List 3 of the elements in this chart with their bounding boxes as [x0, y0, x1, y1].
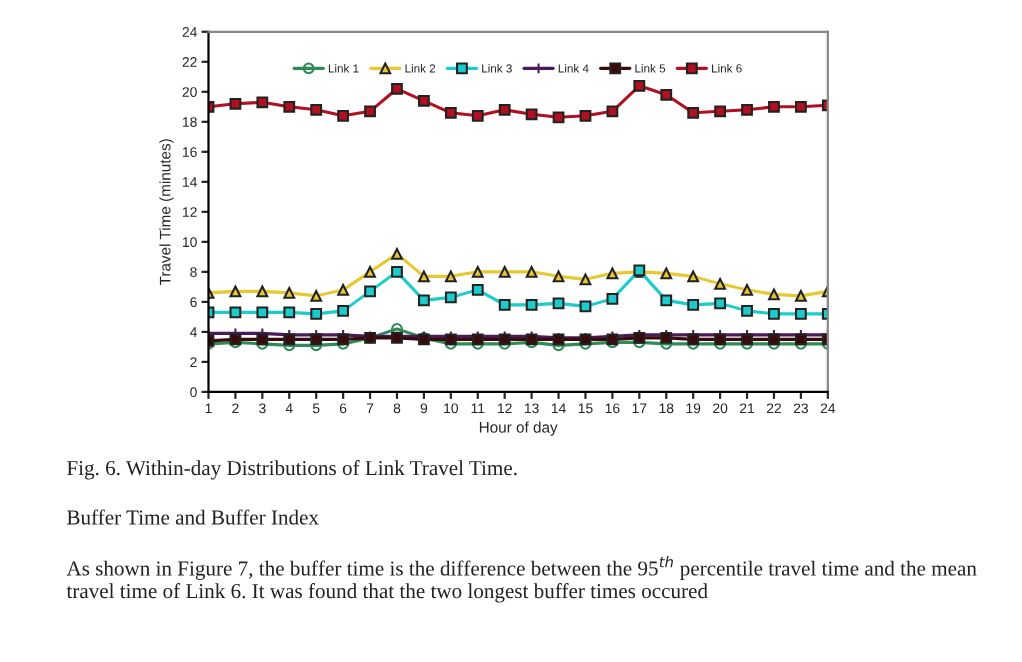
text: As shown in Figure 7, the buffer time is the difference between the 95$^{th}$ percentile travel time and the mean travel time of Link 6. It was found that the two longest buffer times occured [66, 556, 977, 603]
caption: Fig. 6. Within-day Distributions of Link Travel Time. [67, 460, 517, 480]
text: Buffer Time and Buffer Index [67, 509, 319, 525]
